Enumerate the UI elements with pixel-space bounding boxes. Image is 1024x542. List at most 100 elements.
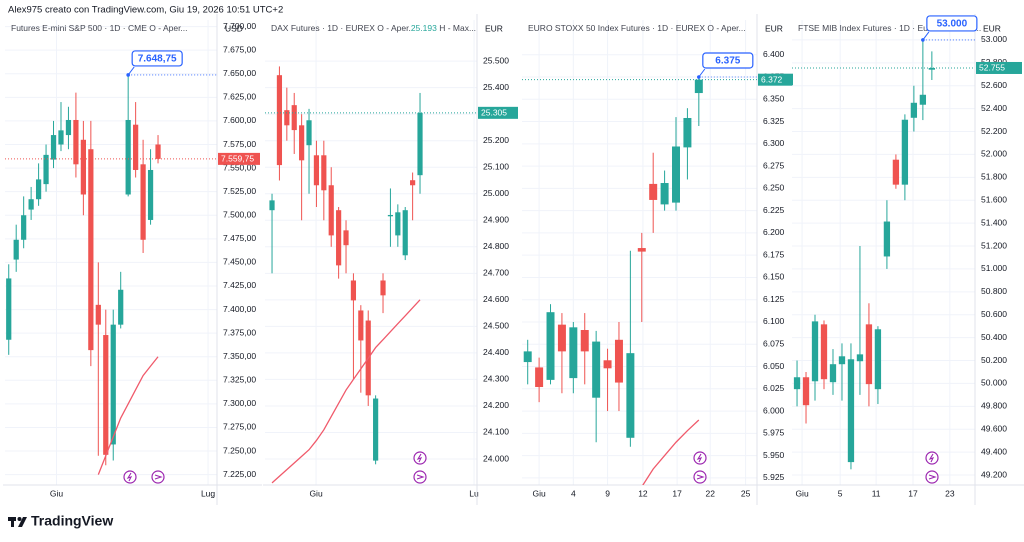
- event-icon: [693, 470, 707, 484]
- candle-body: [811, 321, 819, 382]
- candle-body: [569, 327, 578, 379]
- candle-body: [21, 215, 27, 240]
- y-tick-label: 7.650,00: [223, 68, 256, 78]
- moving-average: [97, 356, 159, 475]
- candle-body: [284, 110, 290, 126]
- y-tick-label: 7.275,00: [223, 422, 256, 432]
- candle-body: [35, 179, 42, 200]
- y-tick-label: 6.250: [763, 183, 785, 193]
- candle-body: [856, 354, 864, 362]
- y-tick-label: 51.000: [981, 263, 1007, 273]
- y-tick-label: 25.000: [483, 188, 509, 198]
- y-tick-label: 51.600: [981, 194, 1007, 204]
- candle-body: [901, 119, 909, 185]
- candle-body: [865, 324, 873, 385]
- y-tick-label: 6.200: [763, 227, 785, 237]
- title-text: DAX Futures · 1D · EUREX O - Aper.: [271, 23, 411, 33]
- candle-body: [649, 183, 658, 200]
- candle-body: [829, 364, 837, 383]
- candle-body: [73, 119, 79, 165]
- y-tick-label: 7.550,00: [223, 162, 256, 172]
- y-tick-label: 24.200: [483, 400, 509, 410]
- y-tick-label: 25.500: [483, 55, 509, 65]
- y-tick-label: 24.100: [483, 427, 509, 437]
- candle-body: [694, 79, 703, 94]
- chart-title: EURO STOXX 50 Index Futures · 1D · EUREX…: [528, 23, 746, 33]
- candle-body: [402, 210, 408, 256]
- y-tick-label: 52.200: [981, 126, 1007, 136]
- chart-title: FTSE MIB Index Futures · 1D · Euronext M…: [798, 23, 981, 33]
- title-text: FTSE MIB Index Futures · 1D · Euronext M…: [798, 23, 981, 33]
- y-tick-label: 6.225: [763, 205, 785, 215]
- y-tick-label: 7.600,00: [223, 115, 256, 125]
- y-tick-label: 25.200: [483, 135, 509, 145]
- candle-body: [80, 139, 86, 195]
- candle-body: [820, 324, 828, 380]
- y-tick-label: 24.700: [483, 268, 509, 278]
- candle-body: [43, 154, 49, 185]
- candle-body: [50, 135, 57, 160]
- callout-label: 53.000: [937, 19, 968, 30]
- y-tick-label: 52.000: [981, 149, 1007, 159]
- candle-body: [802, 377, 810, 406]
- candle-body: [614, 339, 623, 383]
- event-icon: [151, 470, 165, 484]
- y-tick-label: 7.250,00: [223, 445, 256, 455]
- callout-label: 6.375: [715, 56, 740, 67]
- x-tick-label: 4: [571, 488, 576, 498]
- logo: [8, 517, 27, 527]
- candle-body: [847, 359, 855, 463]
- candle-body: [910, 102, 918, 118]
- y-tick-label: 50.000: [981, 378, 1007, 388]
- candle-body: [660, 183, 669, 205]
- y-tick-label: 6.025: [763, 383, 785, 393]
- callout-label: 7.648,75: [138, 54, 177, 65]
- last-price-label: 52.755: [979, 63, 1005, 73]
- candle-body: [373, 398, 379, 461]
- x-tick-label: Giu: [50, 488, 64, 498]
- candle-body: [793, 377, 801, 390]
- candle-body: [928, 67, 936, 70]
- high-marker-line: [698, 68, 706, 78]
- currency: EUR: [983, 23, 1001, 33]
- y-tick-label: 49.800: [981, 401, 1007, 411]
- candle-body: [892, 159, 900, 185]
- last-price-label: 25.305: [481, 108, 507, 118]
- candle-body: [58, 130, 64, 145]
- y-tick-label: 52.400: [981, 103, 1007, 113]
- y-tick-label: 5.925: [763, 472, 785, 482]
- y-tick-label: 5.950: [763, 450, 785, 460]
- candle-body: [276, 75, 283, 166]
- currency: EUR: [485, 23, 503, 33]
- candle-body: [919, 94, 927, 105]
- x-tick-label: 11: [872, 488, 881, 498]
- y-tick-label: 49.600: [981, 423, 1007, 433]
- event-icon-glyph: [928, 453, 935, 463]
- candle-body: [133, 124, 139, 170]
- candle-body: [874, 329, 882, 390]
- y-tick-label: 7.325,00: [223, 375, 256, 385]
- event-icon-glyph: [928, 474, 937, 480]
- candle-body: [672, 146, 680, 203]
- y-tick-label: 50.200: [981, 355, 1007, 365]
- chart-title: Futures E-mini S&P 500 · 1D · CME O - Ap…: [11, 23, 188, 33]
- y-tick-label: 51.800: [981, 172, 1007, 182]
- y-tick-label: 6.175: [763, 249, 785, 259]
- callout-box: [926, 15, 978, 32]
- candle-body: [140, 164, 146, 240]
- moving-average: [642, 419, 700, 485]
- currency: EUR: [765, 23, 783, 33]
- title-text: EURO STOXX 50 Index Futures · 1D · EUREX…: [528, 23, 746, 33]
- x-tick-label: 17: [908, 488, 918, 498]
- high-marker-line: [127, 66, 135, 76]
- y-tick-label: 6.275: [763, 160, 785, 170]
- event-icon: [413, 470, 427, 484]
- y-tick-label: 6.150: [763, 272, 785, 282]
- x-tick-label: Giu: [795, 488, 809, 498]
- candle-body: [523, 351, 532, 363]
- high-marker-line: [922, 31, 930, 41]
- last-price-tag: [478, 106, 518, 119]
- y-tick-label: 24.000: [483, 453, 509, 463]
- candle-body: [155, 144, 161, 159]
